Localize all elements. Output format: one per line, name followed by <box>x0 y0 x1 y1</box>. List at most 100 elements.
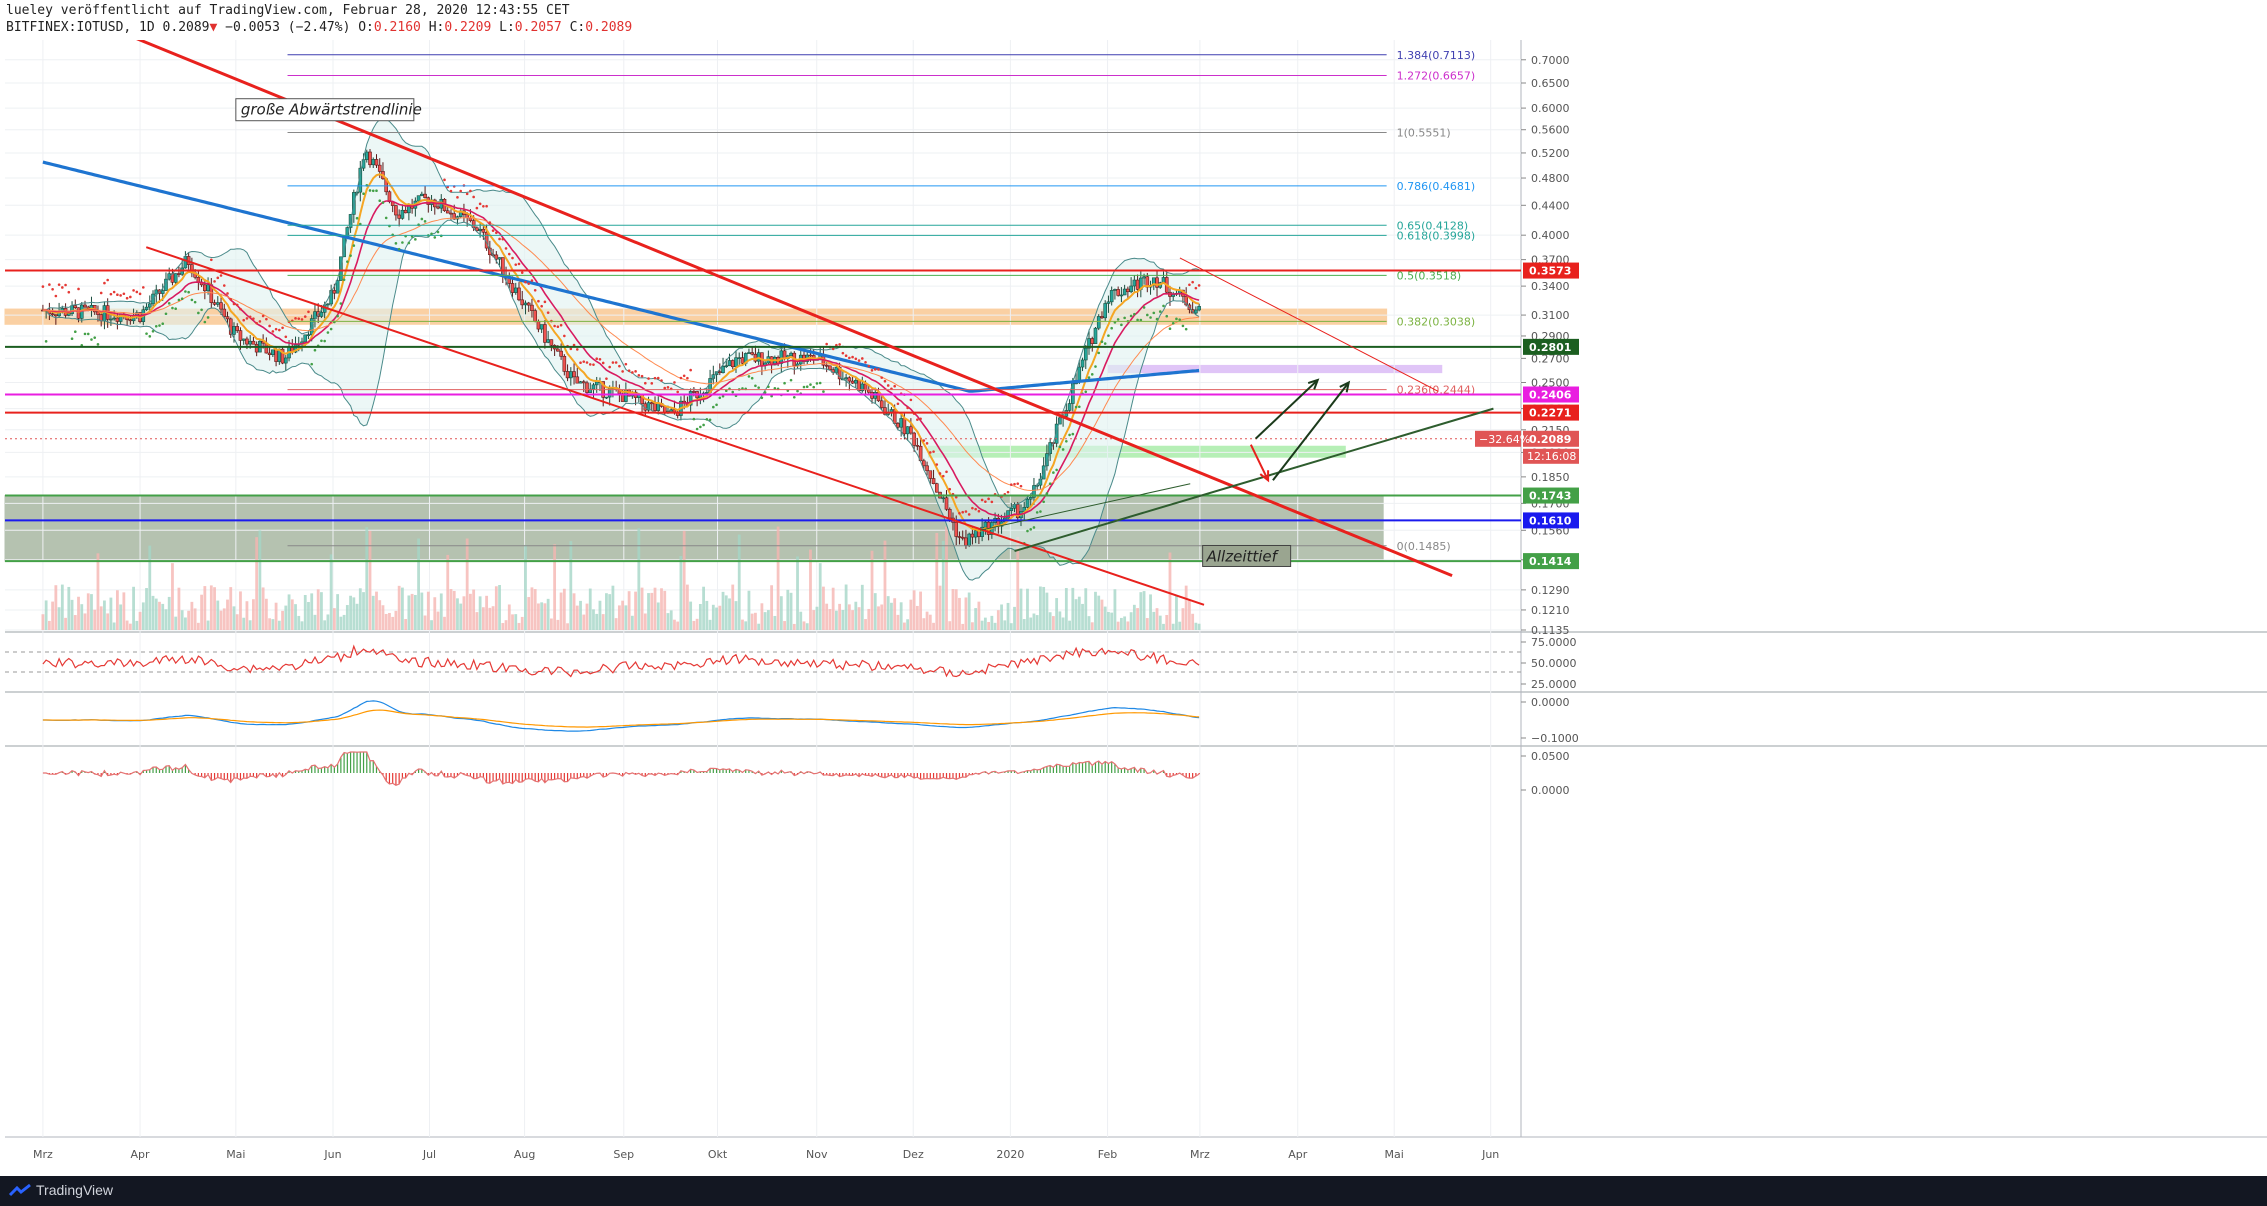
volume-bar <box>805 623 809 630</box>
x-tick-label: Nov <box>806 1148 828 1161</box>
candle-body <box>173 273 178 283</box>
psar-dot <box>294 317 297 320</box>
candle-body <box>533 310 537 322</box>
psar-dot <box>1184 327 1188 331</box>
y-tick-label: 0.6500 <box>1531 77 1570 90</box>
ema-slow <box>42 217 1200 492</box>
rsi-tick-label: 75.0000 <box>1531 636 1577 649</box>
candle-body <box>497 257 502 260</box>
psar-dot <box>540 304 543 308</box>
candle-body <box>964 537 968 546</box>
y-tick-label: 0.4400 <box>1531 199 1570 212</box>
candle-body <box>245 338 249 345</box>
low-label: L: <box>499 20 515 35</box>
volume-bar <box>893 598 897 630</box>
psar-dot <box>556 325 560 329</box>
psar-dot <box>1168 327 1172 330</box>
volume-bar <box>239 591 242 630</box>
volume-bar <box>556 619 560 630</box>
bull-arrow-2 <box>1272 381 1350 481</box>
volume-bar <box>426 591 430 630</box>
psar-dot <box>507 252 511 256</box>
volume-bar <box>912 590 916 630</box>
candle-body <box>215 302 220 305</box>
volume-bar <box>96 553 100 630</box>
volume-bar <box>721 591 725 630</box>
volume-bar <box>413 594 417 630</box>
candle-body <box>284 357 288 364</box>
volume-bar <box>533 589 537 630</box>
volume-bar <box>1152 611 1156 630</box>
psar-dot <box>436 230 440 234</box>
psar-dot <box>1065 439 1068 443</box>
candle-body <box>517 287 521 301</box>
symbol-label[interactable]: BITFINEX:IOTUSD, 1D <box>6 20 155 35</box>
y-tick-label: 0.4000 <box>1531 229 1570 242</box>
volume-bar <box>660 588 663 630</box>
candle-body <box>902 418 907 435</box>
candle-body <box>526 302 531 306</box>
candle-body <box>879 400 884 408</box>
volume-bar <box>472 589 476 630</box>
volume-bar <box>1126 621 1130 630</box>
volume-bar <box>770 585 774 630</box>
volume-bar <box>410 593 414 630</box>
psar-dot <box>699 425 702 429</box>
x-tick-label: Mrz <box>33 1148 53 1161</box>
change-tag <box>1475 430 1521 447</box>
volume-bar <box>106 613 110 630</box>
psar-dot <box>219 274 223 277</box>
volume-bar <box>634 591 637 630</box>
volume-bar <box>1116 621 1120 630</box>
volume-bar <box>1162 623 1165 630</box>
candle-body <box>73 305 78 308</box>
psar-dot <box>112 290 116 294</box>
psar-dot <box>877 368 880 371</box>
volume-bar <box>524 544 527 630</box>
volume-bar <box>200 594 203 630</box>
volume-bar <box>572 593 576 630</box>
candle-body <box>280 348 285 364</box>
psar-dot <box>608 365 611 369</box>
candle-body <box>1054 423 1059 444</box>
volume-bar <box>731 584 735 630</box>
candle-body <box>203 284 207 292</box>
volume-bar <box>193 608 197 630</box>
volume-bar <box>397 585 401 630</box>
psar-dot <box>378 199 382 203</box>
psar-dot <box>456 196 459 199</box>
psar-dot <box>601 361 605 365</box>
psar-dot <box>67 290 71 294</box>
volume-bar <box>527 597 531 630</box>
psar-dot <box>624 362 628 366</box>
psar-dot <box>61 286 64 289</box>
volume-bar <box>51 601 55 630</box>
volume-bar <box>611 585 615 630</box>
volume-bar <box>316 589 320 630</box>
candle-body <box>1116 289 1120 296</box>
volume-bar <box>93 609 97 630</box>
psar-dot <box>563 334 566 338</box>
volume-bar <box>258 530 262 630</box>
psar-dot <box>86 332 90 336</box>
x-tick-label: Apr <box>131 1148 151 1161</box>
price-chart[interactable]: 1.384(0.7113) 1.272(0.6657) 1(0.5551) 0.786… <box>0 40 2267 1176</box>
volume-bar <box>938 585 942 630</box>
short-downtrend-line <box>1179 257 1439 392</box>
low-value: 0.2057 <box>514 20 562 35</box>
psar-dot <box>1077 405 1081 409</box>
countdown-label: 12:16:08 <box>1527 450 1576 463</box>
psar-dot <box>1045 492 1049 495</box>
bull-arrow-1-head <box>1307 378 1320 390</box>
candle-body <box>834 366 839 373</box>
high-value: 0.2209 <box>444 20 492 35</box>
psar-dot <box>750 376 754 380</box>
tradingview-logo-icon[interactable] <box>8 1183 32 1199</box>
candle-body <box>737 357 742 359</box>
volume-bar <box>1045 592 1049 630</box>
volume-bar <box>974 608 978 630</box>
tradingview-brand[interactable]: TradingView <box>36 1182 114 1198</box>
volume-bar <box>847 604 851 630</box>
candle-body <box>717 371 722 374</box>
psar-dot <box>222 284 226 287</box>
